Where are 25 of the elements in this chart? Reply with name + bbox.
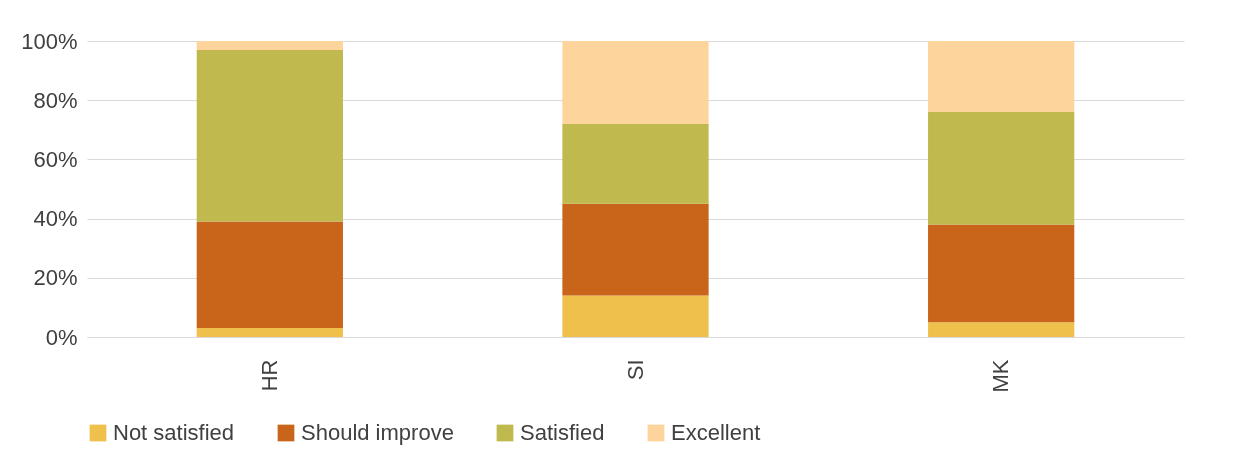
legend-label: Excellent xyxy=(671,420,761,445)
y-tick-label: 40% xyxy=(33,206,78,232)
bar xyxy=(196,41,343,50)
bar xyxy=(562,123,709,204)
bar xyxy=(928,41,1075,113)
y-tick-label: 80% xyxy=(33,87,78,113)
bar xyxy=(562,203,709,296)
bar xyxy=(562,41,709,124)
bar xyxy=(196,49,343,222)
y-tick-label: 60% xyxy=(33,146,78,172)
y-tick-label: 0% xyxy=(45,324,78,350)
bar xyxy=(928,224,1075,323)
legend-label: Not satisfied xyxy=(113,420,235,445)
y-tick-label: 100% xyxy=(21,28,78,54)
bar xyxy=(928,112,1075,225)
x-tick-label: SI xyxy=(622,359,648,381)
x-tick-label: HR xyxy=(256,359,282,392)
bar xyxy=(928,322,1075,337)
x-tick-label: MK xyxy=(988,359,1014,393)
bar xyxy=(196,328,343,337)
legend-label: Should improve xyxy=(301,420,454,445)
y-tick-label: 20% xyxy=(33,265,78,291)
bar xyxy=(196,221,343,329)
legend-label: Satisfied xyxy=(520,420,605,445)
bar xyxy=(562,295,709,337)
